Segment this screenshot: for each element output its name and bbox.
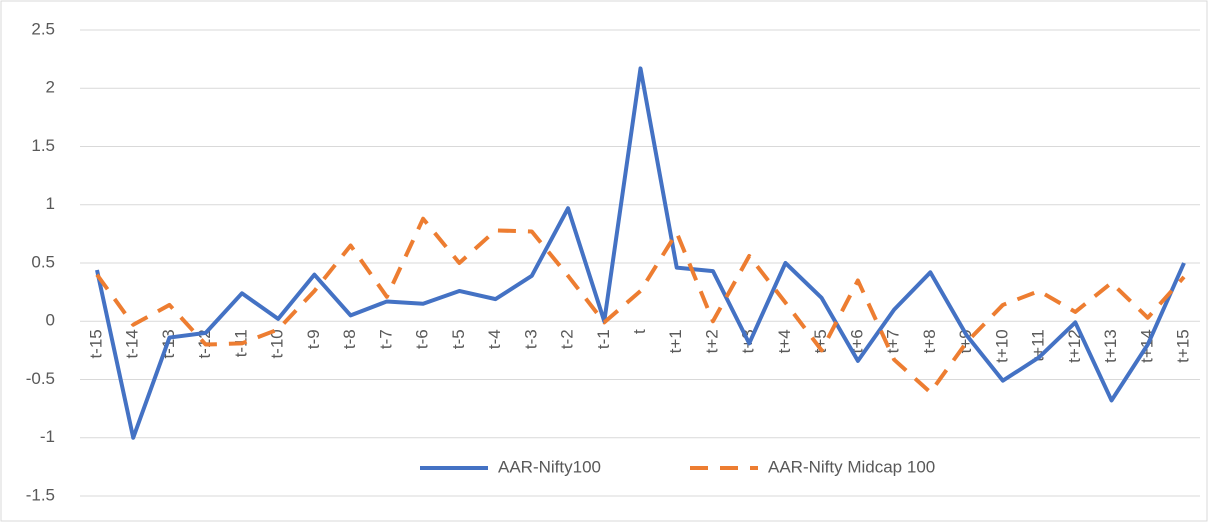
- y-tick-label: 1: [46, 194, 55, 213]
- data-line: [95, 216, 1186, 395]
- x-tick-label: t-2: [558, 329, 577, 349]
- x-tick-label: t+15: [1173, 329, 1192, 363]
- y-tick-label: -1: [40, 427, 55, 446]
- x-tick-label: t-1: [594, 329, 613, 349]
- x-tick-label: t-4: [485, 329, 504, 349]
- x-tick-label: t+7: [884, 329, 903, 353]
- x-tick-label: t+4: [775, 329, 794, 353]
- y-tick-label: 2.5: [31, 19, 55, 38]
- y-tick-label: 0.5: [31, 252, 55, 271]
- x-tick-label: t-5: [449, 329, 468, 349]
- x-tick-label: t+5: [811, 329, 830, 353]
- x-tick-label: t-7: [376, 329, 395, 349]
- y-tick-label: 1.5: [31, 136, 55, 155]
- x-tick-label: t+13: [1101, 329, 1120, 363]
- x-tick-label: t-10: [268, 329, 287, 358]
- legend-label: AAR-Nifty100: [498, 457, 601, 476]
- x-tick-label: t+1: [666, 329, 685, 353]
- data-line: [95, 66, 1186, 440]
- x-tick-label: t+2: [702, 329, 721, 353]
- y-tick-label: 0: [46, 311, 55, 330]
- x-tick-label: t+8: [920, 329, 939, 353]
- x-tick-label: t+10: [992, 329, 1011, 363]
- x-tick-label: t+12: [1065, 329, 1084, 363]
- x-tick-label: t-14: [123, 329, 142, 358]
- x-tick-label: t: [630, 329, 649, 334]
- y-tick-label: 2: [46, 78, 55, 97]
- y-tick-label: -0.5: [26, 369, 55, 388]
- x-tick-label: t-8: [340, 329, 359, 349]
- x-tick-label: t-3: [521, 329, 540, 349]
- x-tick-label: t-15: [86, 329, 105, 358]
- x-tick-label: t-9: [304, 329, 323, 349]
- x-tick-label: t-6: [413, 329, 432, 349]
- y-tick-label: -1.5: [26, 485, 55, 504]
- legend-label: AAR-Nifty Midcap 100: [768, 457, 935, 476]
